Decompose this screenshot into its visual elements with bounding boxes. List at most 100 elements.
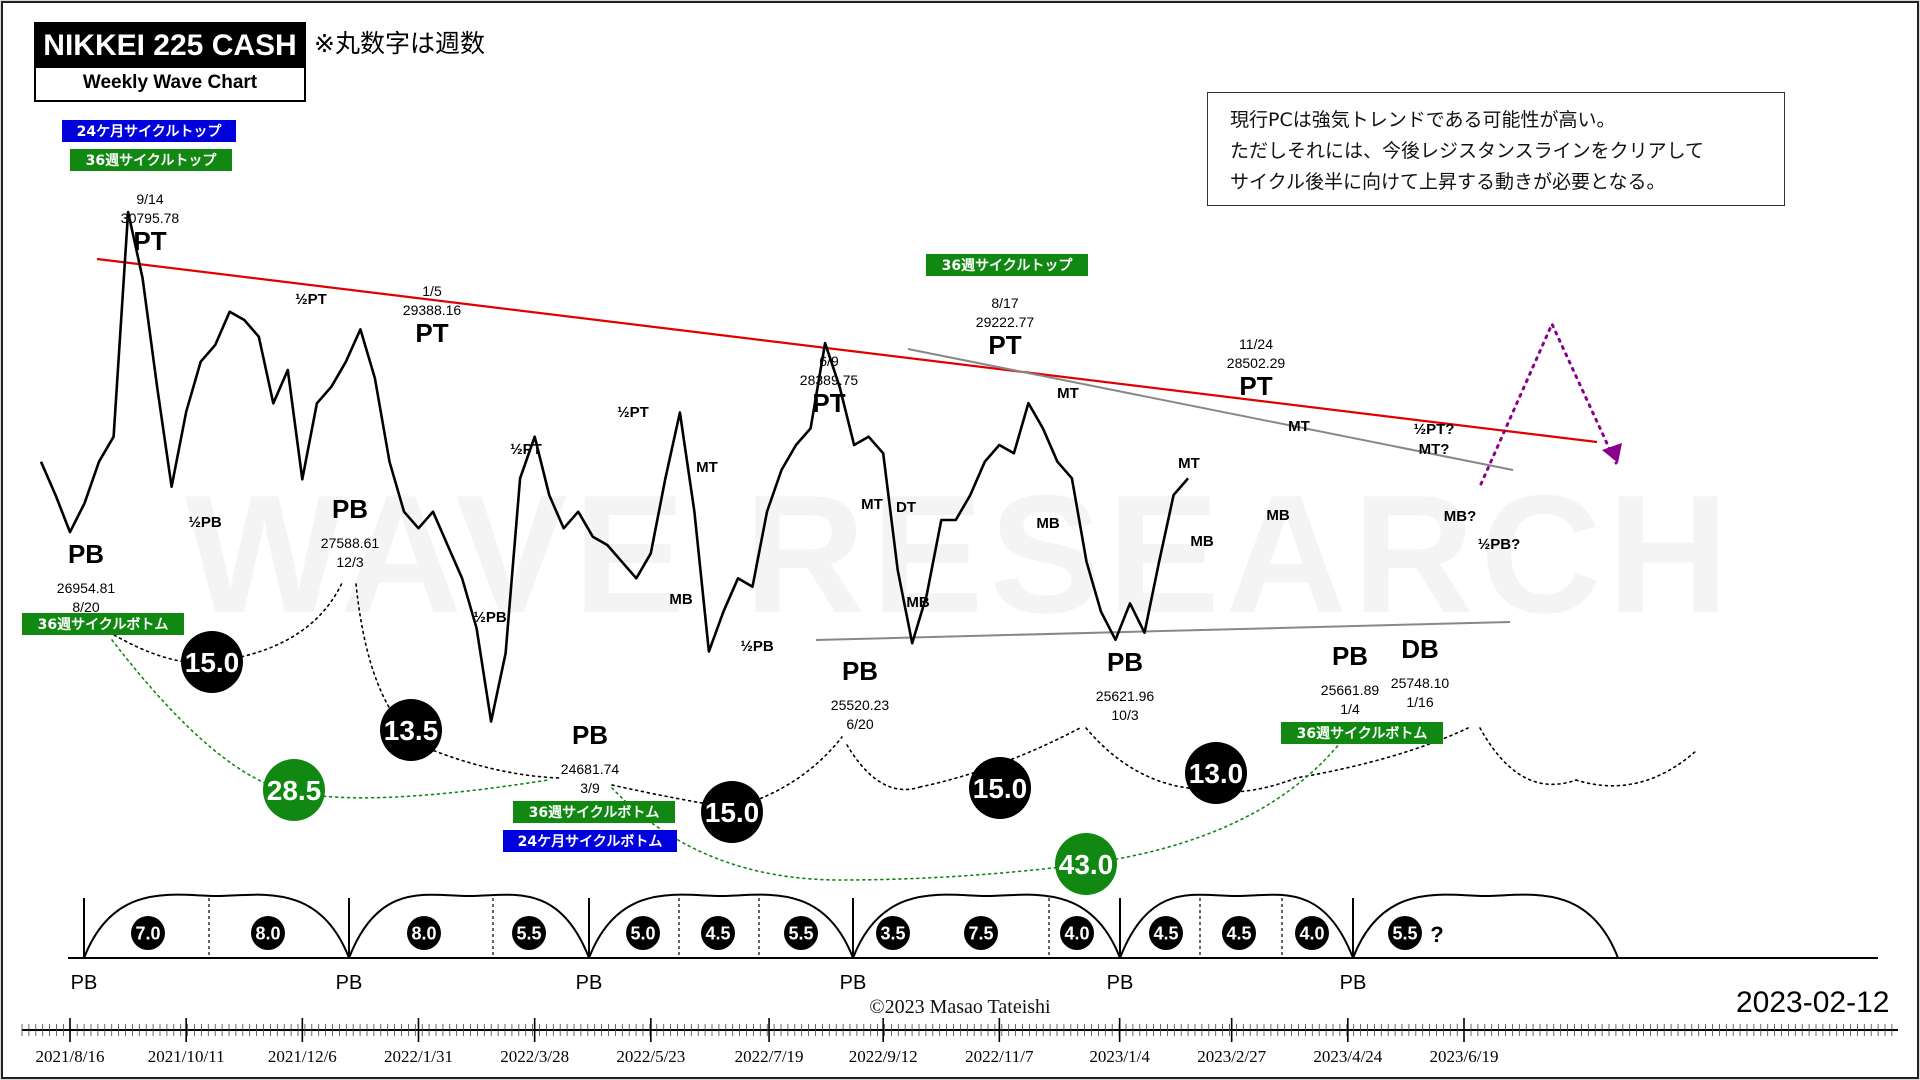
cycle-dome [1352, 893, 1619, 959]
wave-sub-label: MB [669, 591, 692, 608]
x-tick-label: 2023/2/27 [1197, 1047, 1266, 1066]
week-circle-value: 13.5 [384, 715, 439, 746]
week-circle: 8.0 [407, 916, 441, 950]
cycle-arc-6 [1479, 727, 1697, 787]
wave-sub-label: MT [1288, 418, 1310, 435]
cycle-pb-label: PB [1340, 972, 1367, 994]
cycle-dome [1119, 893, 1354, 959]
wave-sub-label: ½PB [740, 638, 774, 655]
week-circle-value: 15.0 [973, 773, 1028, 804]
wave-point-date: 1/4 [1340, 701, 1360, 717]
week-circle-bg [380, 699, 442, 761]
wave-sub-label: MB [1036, 515, 1059, 532]
week-circle: 4.0 [1295, 916, 1329, 950]
week-circle-bg [626, 916, 660, 950]
cycle-badge: 24ケ月サイクルボトム [503, 830, 677, 852]
watermark: WAVE RESEARCH [185, 460, 1735, 648]
week-circle-bg [969, 757, 1031, 819]
cycle-badge-bg [1281, 722, 1443, 744]
cycle-arc-8 [611, 742, 1341, 881]
week-circle: 4.5 [1222, 916, 1256, 950]
week-circle-value: 5.5 [788, 923, 813, 943]
week-circle-value: 13.0 [1189, 758, 1244, 789]
week-circle: 5.5 [1388, 916, 1422, 950]
price-series [39, 210, 1622, 723]
cycle-badge-bg [62, 120, 236, 142]
wave-point-label: PB [842, 656, 878, 686]
date-stamp: 2023-02-12 [1736, 986, 1890, 1019]
cycle-badge: 24ケ月サイクルトップ [62, 120, 236, 142]
wave-labels: PB 26954.81 8/20 PT 9/14 30795.78 PB 27588.61 12… [57, 191, 1520, 796]
cycle-pb-label: PB [576, 972, 603, 994]
cycle-badge: 36週サイクルボトム [513, 801, 675, 823]
projection-path [1479, 320, 1618, 486]
week-circle: 43.0 [1055, 833, 1117, 895]
wave-sub-label: MB? [1444, 508, 1477, 525]
wave-point-price: 25621.96 [1096, 688, 1155, 704]
week-circle-bg [251, 916, 285, 950]
wave-sub-label: ½PB? [1478, 536, 1521, 553]
week-circle-value: 28.5 [267, 775, 322, 806]
week-circle-bg [1149, 916, 1183, 950]
wave-sub-label: ½PT [295, 291, 327, 308]
week-circle: 3.5 [876, 916, 910, 950]
wave-point-price: 24681.74 [561, 761, 620, 777]
week-circle-bg [701, 916, 735, 950]
x-tick-label: 2023/4/24 [1313, 1047, 1382, 1066]
wave-point-date: 3/9 [580, 780, 600, 796]
cycle-badge-text: 36週サイクルトップ [942, 258, 1074, 274]
wave-sub-label: MT [861, 496, 883, 513]
x-tick-label: 2022/11/7 [965, 1047, 1034, 1066]
comment-line: ただしそれには、今後レジスタンスラインをクリアして [1230, 140, 1705, 162]
cycle-badge: 36週サイクルトップ [926, 254, 1088, 276]
week-circle-value: 43.0 [1059, 849, 1114, 880]
cycle-badge-bg [70, 149, 232, 171]
wave-point-label: PB [1107, 647, 1143, 677]
wave-point-date: 8/17 [991, 295, 1018, 311]
cycle-question-mark: ? [1430, 922, 1443, 947]
cycle-arc-1 [108, 582, 343, 664]
week-circle-bg [1055, 833, 1117, 895]
circle-number-note: ※丸数字は週数 [314, 29, 485, 58]
wave-point-label: PB [332, 494, 368, 524]
wave-sub-label: ½PB [473, 609, 507, 626]
chart-subtitle: Weekly Wave Chart [82, 72, 258, 93]
wave-sub-label: MT [1057, 385, 1079, 402]
week-circle-value: 5.0 [630, 923, 655, 943]
week-circle-value: 5.5 [516, 923, 541, 943]
price-line [39, 210, 1190, 723]
week-circle-value: 3.5 [880, 923, 905, 943]
cycle-badge-text: 24ケ月サイクルボトム [518, 834, 663, 850]
wave-point-price: 29222.77 [976, 314, 1035, 330]
wave-point-label: DB [1401, 634, 1439, 664]
week-circle: 7.0 [131, 916, 165, 950]
week-circle: 13.0 [1185, 742, 1247, 804]
week-circle-value: 15.0 [705, 797, 760, 828]
x-tick-label: 2023/1/4 [1089, 1047, 1150, 1066]
wave-point-label: PT [1239, 371, 1272, 401]
cycle-dome [83, 893, 350, 959]
week-circle-value: 4.5 [1226, 923, 1251, 943]
cycle-badge-bg [503, 830, 677, 852]
week-circle-bg [131, 916, 165, 950]
week-count-circles: 15.0 13.5 15.0 15.0 13.0 28.5 43.0 7.0 8.0 8.0 5.5… [131, 631, 1422, 950]
comment-line: サイクル後半に向けて上昇する動きが必要となる。 [1230, 171, 1666, 193]
cycle-arc-2 [355, 583, 561, 779]
analysis-comment: 現行PCは強気トレンドである可能性が高い。 ただしそれには、今後レジスタンスライ… [1207, 92, 1785, 206]
week-circle-bg [964, 916, 998, 950]
wave-point-price: 27588.61 [321, 535, 380, 551]
wave-point-price: 28389.75 [800, 372, 859, 388]
x-tick-label: 2022/3/28 [500, 1047, 569, 1066]
week-circle-bg [1388, 916, 1422, 950]
wave-point-price: 25661.89 [1321, 682, 1380, 698]
wave-point-date: 1/5 [422, 283, 442, 299]
cycle-badge: 36週サイクルトップ [70, 149, 232, 171]
week-circle: 5.0 [626, 916, 660, 950]
week-circle-value: 4.0 [1064, 923, 1089, 943]
week-circle-value: 4.0 [1299, 923, 1324, 943]
wave-point-date: 12/3 [336, 554, 363, 570]
x-axis: 2021/8/16 2021/10/11 2021/12/6 2022/1/31 202… [21, 1018, 1898, 1066]
wave-point-price: 25520.23 [831, 697, 890, 713]
cycle-badge-text: 36週サイクルボトム [529, 805, 660, 821]
week-circle-bg [784, 916, 818, 950]
